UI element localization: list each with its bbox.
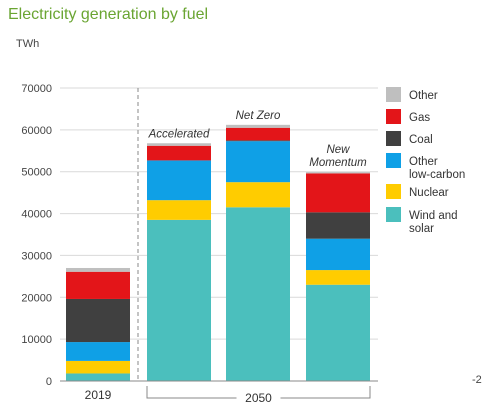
bar-segment-gas <box>147 145 211 161</box>
x-group-label: 2050 <box>245 391 272 405</box>
bar-segment-gas <box>66 271 130 299</box>
y-tick-label: 0 <box>46 376 52 388</box>
bar-segment-nuclear <box>306 270 370 285</box>
y-tick-label: 20000 <box>21 292 52 304</box>
legend-label: Wind and <box>409 210 458 222</box>
bar-segment-other-low-carbon <box>226 141 290 183</box>
x-group-label-bg <box>236 390 281 406</box>
bar-segment-nuclear <box>226 182 290 208</box>
y-tick-labels: 0 10000 20000 30000 40000 50000 60000 70000 <box>21 83 52 388</box>
legend-label: Other <box>409 90 438 102</box>
bar-segment-gas <box>306 173 370 213</box>
y-tick-label: 60000 <box>21 125 52 137</box>
bar-segment-other <box>147 143 211 146</box>
bar-segment-coal <box>226 140 290 142</box>
bars <box>66 124 370 381</box>
x-group-label: 2019 <box>85 388 112 402</box>
bar-segment-wind-and-solar <box>226 207 290 381</box>
legend-label: low-carbon <box>409 169 465 181</box>
bar-segment-other <box>226 124 290 128</box>
legend-swatch <box>386 131 401 146</box>
bar-segment-wind-and-solar <box>147 219 211 381</box>
legend-label: Coal <box>409 134 433 146</box>
legend-label: Nuclear <box>409 187 449 199</box>
bar-segment-nuclear <box>147 200 211 220</box>
bar-segment-other-low-carbon <box>306 238 370 271</box>
y-tick-label: 70000 <box>21 83 52 95</box>
bar-segment-wind-and-solar <box>306 284 370 381</box>
bar-segment-coal <box>306 212 370 239</box>
x-axis: 2019 2050 <box>60 380 378 406</box>
legend-label: Other <box>409 156 438 168</box>
y-axis-unit: TWh <box>16 38 40 50</box>
y-tick-label: 10000 <box>21 334 52 346</box>
scenario-label: Accelerated <box>148 128 210 140</box>
scenario-label: Net Zero <box>236 110 281 122</box>
legend-label: solar <box>409 223 434 235</box>
chart-title: Electricity generation by fuel <box>8 6 209 23</box>
bar-segment-gas <box>226 127 290 141</box>
y-tick-label: 40000 <box>21 209 52 221</box>
legend-swatch <box>386 184 401 199</box>
scenario-label: Momentum <box>309 157 367 169</box>
bar-segment-coal <box>66 298 130 343</box>
bar-segment-wind-and-solar <box>66 373 130 381</box>
footnote: -2 <box>472 374 482 386</box>
bar-segment-nuclear <box>66 360 130 374</box>
legend-label: Gas <box>409 112 430 124</box>
bar-segment-other-low-carbon <box>66 342 130 361</box>
scenario-label: New <box>326 144 350 156</box>
bar-segment-other-low-carbon <box>147 160 211 201</box>
y-tick-label: 50000 <box>21 167 52 179</box>
bar-segment-other <box>66 267 130 272</box>
bar-segment-other <box>306 172 370 174</box>
legend-swatch <box>386 207 401 222</box>
y-tick-label: 30000 <box>21 250 52 262</box>
legend-swatch <box>386 109 401 124</box>
legend-swatch <box>386 153 401 168</box>
legend-swatch <box>386 87 401 102</box>
